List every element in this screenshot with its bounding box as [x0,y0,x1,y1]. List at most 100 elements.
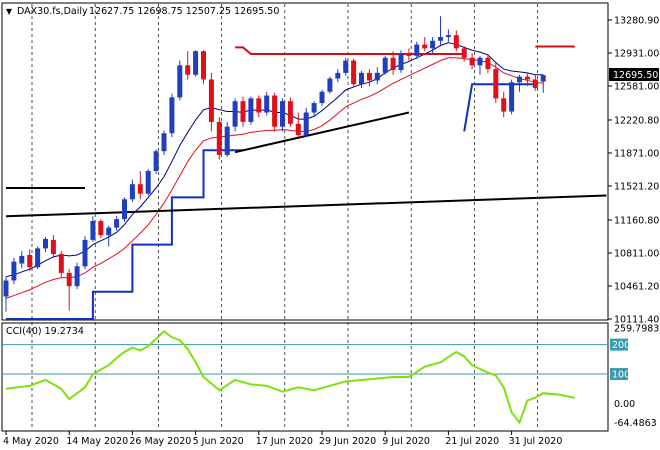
candle-body [216,121,222,155]
candle-body [280,101,285,127]
candle-body [438,37,443,41]
candle-body [311,103,317,113]
candle-body [58,254,64,273]
candle-body [264,95,270,113]
candle-body [272,95,278,127]
candle-body [35,248,41,268]
cci-title: CCI(40) 19.2734 [6,326,84,337]
candle-body [517,76,522,83]
candle-body [493,69,499,99]
cci-level-tag [610,368,628,381]
candle-body [359,72,364,85]
candle-body [224,126,230,155]
price-tick-label: 12220.80 [614,115,659,126]
long-trendline [5,194,607,218]
cci-tick-label: 259.7983 [614,324,659,335]
candle-body [185,65,191,75]
price-tick-label: 11521.20 [614,181,659,192]
date-tick-label: 17 Jun 2020 [256,436,313,447]
cci-axis-ticks: 259.7983 200 100 0.00 -64.4863 [610,324,659,429]
chart-ohlc-readout: 12627.75 12698.75 12507.25 12695.50 [89,6,279,17]
candle-body [153,151,159,172]
candle-body [19,255,25,264]
current-price-label: 12695.50 [613,70,658,81]
price-tick-label: 11160.80 [614,215,659,226]
date-tick-label: 9 Jul 2020 [382,436,430,447]
candle-body [208,79,214,122]
candle-body [98,221,104,236]
candle-body [540,75,546,82]
candle-body [232,101,238,127]
cci-level-tag [610,338,628,351]
blue-step-line [6,149,243,320]
candle-body [406,54,412,56]
candle-body [477,57,483,66]
cci-tick-label: 200 [612,340,630,351]
candlestick-series [3,16,546,312]
candle-body [129,184,135,200]
candle-body [343,60,349,73]
date-axis-ticks: 4 May 2020 14 May 2020 26 May 2020 5 Jun 20… [3,431,562,447]
date-tick-label: 5 Jun 2020 [193,436,244,447]
cci-tick-label: -64.4863 [614,418,657,429]
candle-body [145,171,151,194]
candle-body [82,239,88,267]
candle-body [351,60,357,85]
candle-body [319,91,325,104]
candle-body [453,35,459,49]
chart-header-marker: ▼ [6,7,13,16]
cci-series [2,330,608,425]
candle-body [469,57,475,66]
date-tick-label: 26 May 2020 [129,436,191,447]
candle-body [256,98,262,113]
candle-body [501,98,507,112]
candle-body [445,35,451,38]
price-panel [1,2,609,321]
candle-body [169,97,175,134]
candle-body [3,280,9,297]
short-trendline [234,111,410,154]
price-tick-label: 12931.00 [614,48,659,59]
price-tick-label: 11871.00 [614,148,659,159]
candle-body [532,79,538,88]
candle-body [43,238,48,249]
candle-body [485,57,491,70]
candle-body [74,266,80,287]
candle-body [137,184,143,194]
candle-body [50,239,56,255]
current-price-box [609,68,659,81]
price-tick-label: 12581.00 [614,81,659,92]
candle-body [414,44,420,56]
candle-body [11,261,17,281]
cci-tick-label: 100 [612,370,630,381]
candle-body [509,82,515,112]
price-tick-label: 10811.00 [614,248,659,259]
candle-body [66,272,72,287]
candle-body [374,72,380,81]
cci-panel [1,322,609,432]
candle-body [422,44,428,49]
candle-body [335,72,341,79]
cci-tick-label: 0.00 [614,399,635,410]
candle-body [27,254,33,268]
candle-body [461,48,467,58]
candle-body [248,98,254,122]
vertical-gridlines [31,4,538,430]
candle-body [295,123,301,136]
candle-body [240,101,246,122]
candle-body [390,57,396,71]
candle-body [106,227,112,236]
red-step-line [235,46,465,56]
price-tick-label: 13280.90 [614,15,659,26]
candle-body [327,78,333,92]
candle-body [193,51,199,75]
date-tick-label: 31 Jul 2020 [509,436,563,447]
date-tick-label: 21 Jul 2020 [445,436,499,447]
price-tick-label: 10461.20 [614,281,659,292]
candle-body [177,65,183,98]
blue-step-line [463,83,536,132]
price-tick-label: 10111.40 [614,315,659,326]
candle-body [524,76,530,80]
candle-body [398,54,404,71]
candle-body [366,72,372,81]
